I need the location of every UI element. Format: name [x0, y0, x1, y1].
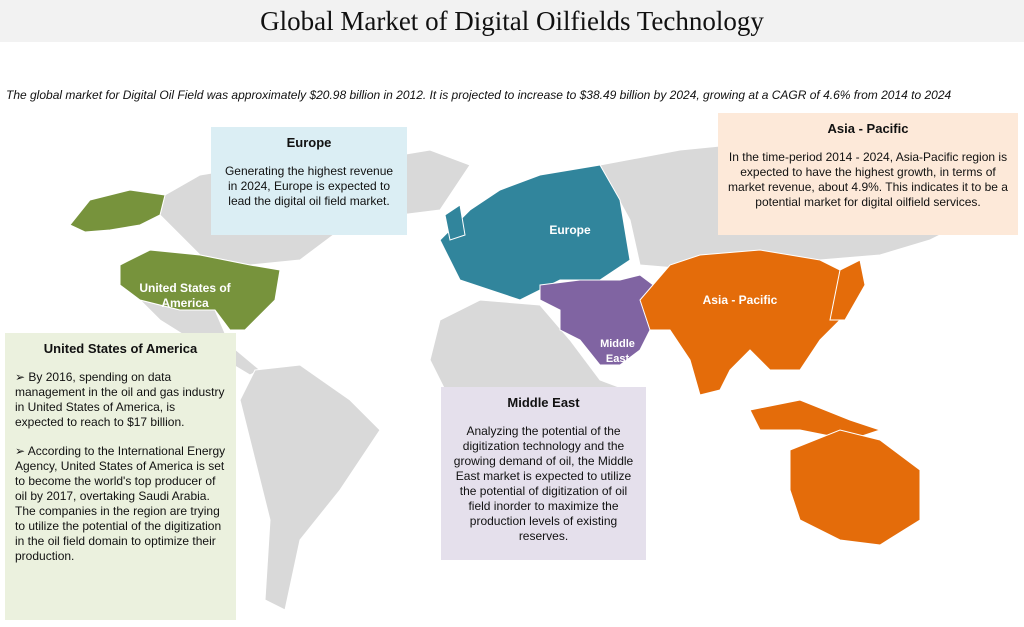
usa — [119, 249, 281, 331]
box-title: United States of America — [43, 341, 198, 356]
map-label: United States of America — [139, 281, 231, 310]
box-text: In the time-period 2014 - 2024, Asia-Pac… — [728, 150, 1008, 209]
intro: The global market for Digital Oil Field … — [6, 88, 952, 102]
box-title: Europe — [286, 135, 332, 150]
box-text: Analyzing the potential of the digitizat… — [453, 424, 634, 543]
indonesia — [749, 399, 882, 441]
asia-pacific-box: Asia - Pacific In the time-period 2014 -… — [718, 113, 1018, 235]
japan — [829, 259, 866, 321]
box-title: Asia - Pacific — [827, 121, 909, 136]
box-bullet: ➢ By 2016, spending on data management i… — [15, 370, 225, 429]
south-america — [239, 364, 381, 611]
australia — [789, 429, 921, 546]
map-label: Europe — [549, 223, 591, 237]
usa-box: United States of America ➢ By 2016, spen… — [5, 333, 236, 620]
box-bullet: ➢ According to the International Energy … — [15, 444, 226, 563]
map-label: Middle East — [600, 338, 635, 365]
map-label: Asia - Pacific — [702, 293, 778, 307]
middle-east-box: Middle East Analyzing the potential of t… — [441, 387, 646, 560]
uk — [444, 204, 466, 241]
box-title: Middle East — [507, 395, 580, 410]
box-text: Generating the highest revenue in 2024, … — [224, 164, 394, 208]
alaska — [69, 189, 166, 233]
middle-east — [539, 274, 671, 366]
title: Global Market of Digital Oilfields Techn… — [0, 0, 1024, 42]
asia — [639, 249, 861, 396]
europe-box: Europe Generating the highest revenue in… — [211, 127, 407, 235]
europe — [439, 164, 631, 301]
